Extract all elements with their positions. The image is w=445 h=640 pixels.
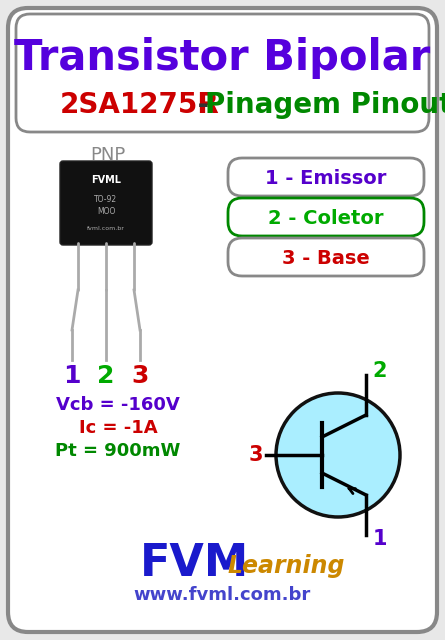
FancyBboxPatch shape bbox=[228, 238, 424, 276]
FancyBboxPatch shape bbox=[228, 158, 424, 196]
Text: Vcb = -160V: Vcb = -160V bbox=[56, 396, 180, 414]
Text: 1: 1 bbox=[373, 529, 387, 549]
FancyBboxPatch shape bbox=[8, 8, 437, 632]
Text: Pinagem Pinout: Pinagem Pinout bbox=[205, 91, 445, 119]
Text: MOO: MOO bbox=[97, 207, 115, 216]
Text: 3: 3 bbox=[249, 445, 263, 465]
Text: Learning: Learning bbox=[228, 554, 345, 578]
Text: 3: 3 bbox=[131, 364, 149, 388]
Text: FVM: FVM bbox=[140, 541, 249, 584]
Text: 2SA1275R: 2SA1275R bbox=[60, 91, 220, 119]
Text: 1 - Emissor: 1 - Emissor bbox=[265, 168, 387, 188]
Text: 3 - Base: 3 - Base bbox=[282, 248, 370, 268]
Text: fvml.com.br: fvml.com.br bbox=[87, 225, 125, 230]
Text: TO-92: TO-92 bbox=[94, 195, 117, 205]
Text: Transistor Bipolar: Transistor Bipolar bbox=[14, 37, 430, 79]
Text: FVML: FVML bbox=[91, 175, 121, 185]
Text: Pt = 900mW: Pt = 900mW bbox=[55, 442, 181, 460]
Ellipse shape bbox=[276, 393, 400, 517]
Text: www.fvml.com.br: www.fvml.com.br bbox=[134, 586, 311, 604]
Text: Ic = -1A: Ic = -1A bbox=[79, 419, 158, 437]
FancyBboxPatch shape bbox=[60, 161, 152, 245]
Text: -: - bbox=[188, 91, 219, 119]
Text: 2: 2 bbox=[97, 364, 115, 388]
Text: 2 - Coletor: 2 - Coletor bbox=[268, 209, 384, 227]
FancyBboxPatch shape bbox=[228, 198, 424, 236]
FancyBboxPatch shape bbox=[16, 14, 429, 132]
Text: 1: 1 bbox=[63, 364, 81, 388]
Text: 2: 2 bbox=[373, 361, 387, 381]
Text: PNP: PNP bbox=[90, 146, 125, 164]
